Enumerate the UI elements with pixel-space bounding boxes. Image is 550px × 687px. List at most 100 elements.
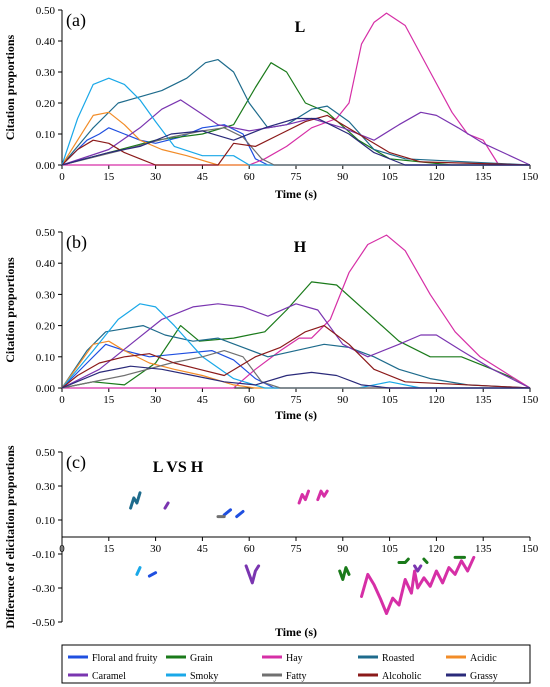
series-line: [61, 325, 531, 389]
y-tick-label: 0.10: [36, 515, 56, 527]
series-line: [61, 99, 531, 166]
legend-label: Floral and fruity: [92, 653, 158, 664]
x-tick-label: 45: [197, 394, 209, 406]
legend-label: Hay: [286, 653, 303, 664]
x-tick-label: 75: [291, 171, 303, 183]
x-tick-label: 30: [150, 543, 162, 555]
x-tick-label: 120: [428, 171, 445, 183]
series-line: [61, 111, 530, 166]
y-tick-label: 0.50: [36, 227, 56, 239]
series-line: [61, 77, 530, 166]
x-tick-label: 60: [244, 394, 256, 406]
x-tick-label: 150: [522, 171, 539, 183]
y-tick-label: 0.40: [36, 36, 56, 48]
series-line: [61, 350, 530, 389]
panel-label: (c): [66, 452, 86, 473]
x-tick-label: 150: [522, 543, 539, 555]
series-line: [61, 303, 530, 389]
panel-title: L VS H: [153, 459, 204, 476]
legend-label: Grassy: [470, 671, 498, 682]
legend-label: Grain: [190, 653, 213, 664]
series-segment: [135, 566, 142, 576]
y-tick-label: 0.00: [36, 383, 56, 395]
panel-label: (b): [66, 232, 87, 253]
y-tick-label: 0.50: [36, 5, 56, 17]
y-axis-title: Citation proportions: [3, 257, 17, 363]
x-tick-label: 60: [244, 543, 256, 555]
y-tick-label: 0.40: [36, 258, 56, 270]
legend-label: Alcoholic: [382, 671, 422, 682]
x-tick-label: 30: [150, 171, 162, 183]
y-tick-label: 0.10: [36, 129, 56, 141]
x-tick-label: 75: [291, 543, 303, 555]
y-tick-label: -0.30: [32, 583, 55, 595]
y-axis-title: Citation proportions: [3, 34, 17, 140]
series-segment: [316, 489, 329, 502]
series-segment: [235, 510, 245, 519]
chart-panel: 0.00 0.10 0.20 0.30 0.40 0.50 0 15 30 45 60 75 90 105…: [3, 227, 539, 422]
x-tick-label: 15: [103, 394, 115, 406]
legend-label: Smoky: [190, 671, 218, 682]
legend-box: [61, 644, 531, 684]
panel-title: H: [294, 239, 307, 256]
y-axis-title: Difference of elicitation proportions: [3, 445, 17, 629]
legend-label: Acidic: [470, 653, 497, 664]
y-tick-label: 0.00: [36, 160, 56, 172]
x-tick-label: 45: [197, 171, 209, 183]
x-tick-label: 0: [59, 171, 65, 183]
series-segment: [129, 491, 142, 510]
y-tick-label: 0.20: [36, 321, 56, 333]
series-line: [61, 281, 531, 389]
x-tick-label: 90: [337, 394, 349, 406]
series-line: [61, 340, 530, 389]
x-tick-label: 135: [475, 543, 492, 555]
x-tick-label: 135: [475, 394, 492, 406]
series-line: [61, 62, 530, 166]
x-tick-label: 105: [381, 394, 398, 406]
x-tick-label: 60: [244, 171, 256, 183]
x-axis-title: Time (s): [275, 187, 317, 201]
x-tick-label: 45: [197, 543, 209, 555]
series-segment: [222, 508, 232, 517]
y-tick-label: 0.20: [36, 98, 56, 110]
x-axis-title: Time (s): [275, 625, 317, 639]
series-line: [61, 303, 531, 389]
x-tick-label: 150: [522, 394, 539, 406]
x-tick-label: 105: [381, 543, 398, 555]
series-segment: [413, 564, 423, 573]
y-tick-label: 0.50: [36, 447, 56, 459]
series-line: [61, 59, 531, 166]
x-tick-label: 0: [59, 394, 65, 406]
legend-label: Roasted: [382, 653, 414, 664]
series-segment: [338, 566, 351, 581]
series-line: [61, 365, 530, 389]
x-tick-label: 90: [337, 543, 349, 555]
legend-label: Caramel: [92, 671, 126, 682]
x-tick-label: 15: [103, 171, 115, 183]
x-axis-title: Time (s): [275, 408, 317, 422]
series-line: [61, 124, 530, 166]
x-tick-label: 15: [103, 543, 115, 555]
panel-label: (a): [66, 10, 86, 31]
panel-title: L: [295, 19, 306, 36]
legend-label: Fatty: [286, 671, 307, 682]
series-line: [62, 12, 530, 166]
chart-panel: -0.50 -0.30 -0.10 0.10 0.30 0.50 0 15 30 45 60 75 90…: [3, 445, 539, 639]
y-tick-label: 0.10: [36, 352, 56, 364]
y-tick-label: 0.30: [36, 67, 56, 79]
series-segment: [147, 571, 158, 578]
x-tick-label: 120: [428, 394, 445, 406]
x-tick-label: 90: [337, 171, 349, 183]
y-tick-label: 0.30: [36, 481, 56, 493]
y-tick-label: -0.50: [32, 617, 55, 629]
series-segment: [244, 564, 261, 585]
x-tick-label: 135: [475, 171, 492, 183]
series-line: [62, 234, 531, 389]
series-segment: [297, 489, 310, 505]
x-tick-label: 30: [150, 394, 162, 406]
series-line: [61, 114, 531, 166]
legend: Floral and fruity Grain Hay Roasted Acidic Ca…: [61, 644, 531, 684]
series-segment: [422, 557, 429, 564]
series-line: [61, 325, 531, 389]
